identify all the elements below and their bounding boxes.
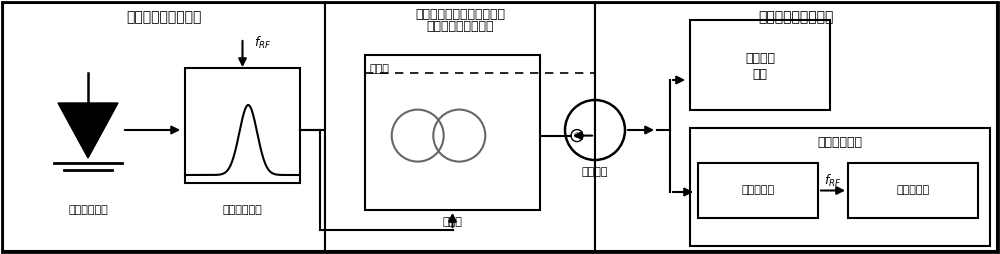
Text: ①: ① xyxy=(574,133,580,139)
Bar xyxy=(185,68,300,183)
Text: 基于硅基自耦合微环谐振腔: 基于硅基自耦合微环谐振腔 xyxy=(415,8,505,21)
Text: 频谱观测: 频谱观测 xyxy=(745,52,775,65)
Text: 光电探测器: 光电探测器 xyxy=(741,185,775,196)
Bar xyxy=(690,128,990,246)
Text: 网络分析单元: 网络分析单元 xyxy=(818,135,862,149)
Bar xyxy=(698,163,818,218)
Text: 的微波光子陷波装置: 的微波光子陷波装置 xyxy=(426,21,494,34)
Text: 光分束器: 光分束器 xyxy=(582,167,608,177)
Text: 待处理信号发生装置: 待处理信号发生装置 xyxy=(126,10,202,24)
Bar xyxy=(848,163,978,218)
Text: 处理后信号反馈模块: 处理后信号反馈模块 xyxy=(758,10,834,24)
Bar xyxy=(325,3,595,251)
Polygon shape xyxy=(58,103,118,158)
Text: 单元: 单元 xyxy=(753,68,768,81)
Text: 输出端: 输出端 xyxy=(369,64,389,74)
Bar xyxy=(365,55,540,210)
Text: $f_{RF}$: $f_{RF}$ xyxy=(824,172,842,188)
Bar xyxy=(3,3,325,251)
Text: $f_{RF}$: $f_{RF}$ xyxy=(254,35,272,51)
Text: 可调谐激光器: 可调谐激光器 xyxy=(68,205,108,215)
Text: 电光调制单元: 电光调制单元 xyxy=(223,205,262,215)
Text: 输入端: 输入端 xyxy=(443,217,462,227)
Text: 网络分析仪: 网络分析仪 xyxy=(896,185,930,196)
Bar xyxy=(690,20,830,110)
Bar xyxy=(595,3,997,251)
